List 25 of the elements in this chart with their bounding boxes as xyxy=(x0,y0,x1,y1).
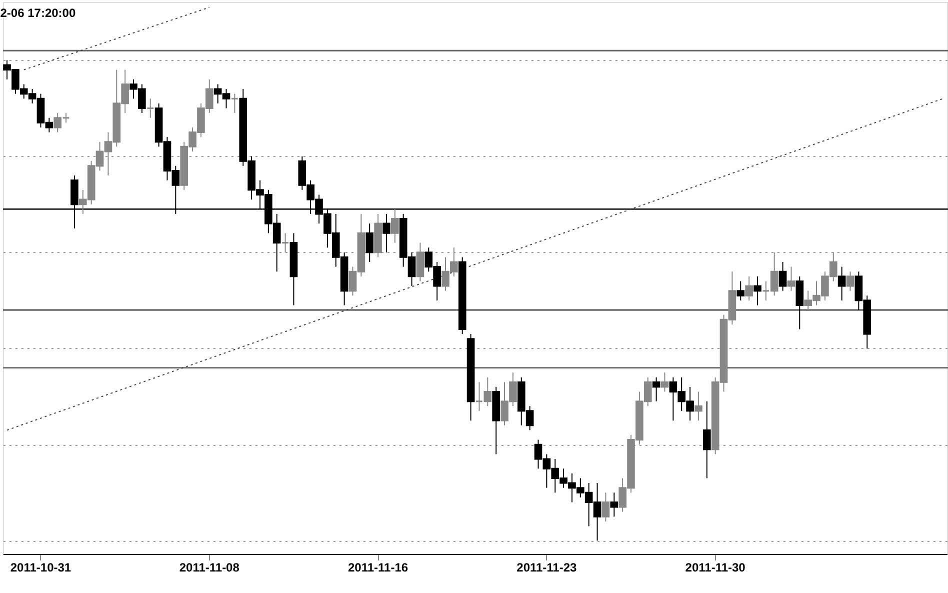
x-tick-label: 2011-11-08 xyxy=(179,560,240,574)
candlestick xyxy=(366,223,374,262)
candlestick xyxy=(778,261,787,292)
candlestick xyxy=(281,232,290,253)
x-tick-label: 2011-10-31 xyxy=(10,560,72,574)
candlestick xyxy=(610,492,618,518)
x-tick-label: 2011-11-16 xyxy=(348,560,408,574)
candlestick xyxy=(652,376,660,402)
x-tick-label: 2011-11-30 xyxy=(685,560,746,574)
candlestick xyxy=(754,276,762,306)
candlestick xyxy=(736,280,745,301)
candlestick xyxy=(660,372,669,392)
candlestick xyxy=(230,93,239,114)
candlestick xyxy=(838,266,846,301)
candlestick xyxy=(602,492,610,522)
candlestick xyxy=(787,266,796,292)
candlestick xyxy=(694,391,702,422)
candlestick xyxy=(382,213,390,253)
candlestick xyxy=(146,98,154,118)
candlestick xyxy=(846,271,854,292)
candlestick xyxy=(390,208,399,244)
candlestick xyxy=(702,400,711,479)
chart-title: 2-06 17:20:00 xyxy=(0,6,76,20)
x-tick-label: 2011-11-23 xyxy=(516,560,578,574)
candlestick xyxy=(745,276,753,301)
